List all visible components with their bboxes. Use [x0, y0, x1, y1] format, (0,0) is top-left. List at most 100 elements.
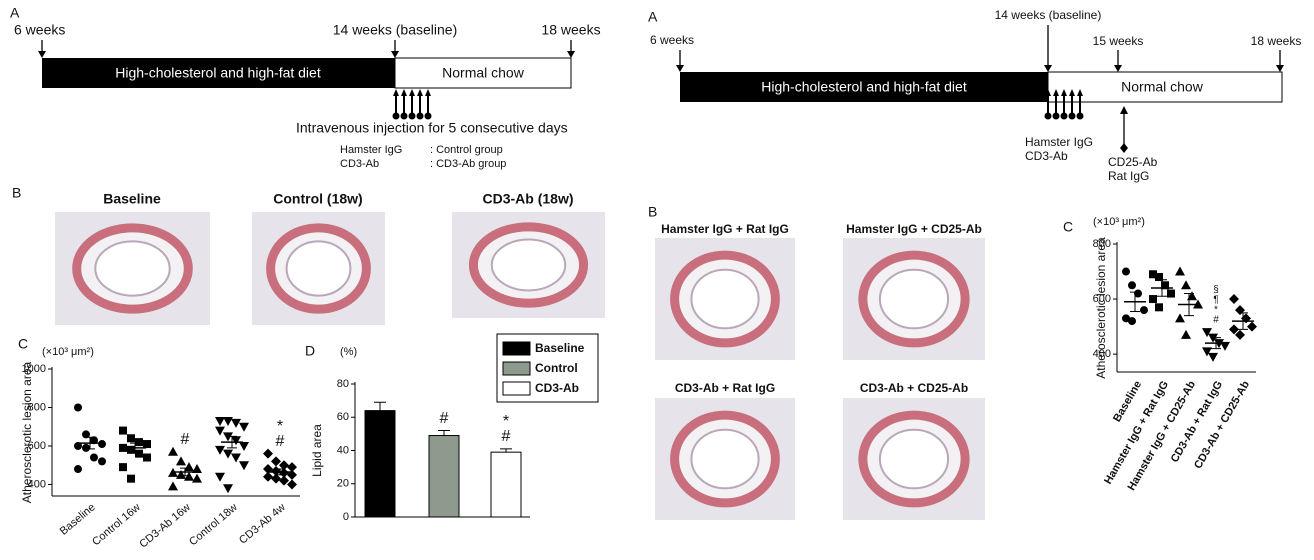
- y-tick-label: 20: [337, 478, 349, 490]
- data-point: [279, 475, 289, 486]
- data-point: [90, 453, 98, 462]
- data-point: [74, 465, 82, 474]
- data-point: [1122, 314, 1130, 323]
- right-histology: B Hamster IgG + Rat IgG Hamster IgG + CD…: [648, 204, 982, 395]
- annotation: #: [276, 433, 285, 450]
- error-bar: [227, 435, 237, 449]
- inj-head: [1077, 89, 1083, 96]
- bar: [364, 410, 396, 518]
- data-point: [1149, 295, 1157, 304]
- data-point: [192, 464, 202, 474]
- data-point: [119, 443, 127, 452]
- data-point: [231, 436, 241, 446]
- chow-bar: [1047, 71, 1283, 103]
- error-bar: [374, 401, 386, 411]
- data-point: [1229, 324, 1239, 335]
- inj-head: [393, 89, 399, 96]
- annotation: ¶: [1213, 295, 1218, 306]
- data-point: [127, 474, 135, 483]
- time-label: 14 weeks (baseline): [995, 8, 1102, 22]
- arrowheads: [676, 65, 1284, 153]
- annotation: #: [1213, 315, 1219, 326]
- error-bar: [1130, 291, 1140, 312]
- image-title: CD3-Ab (18w): [482, 191, 573, 207]
- annotation: *: [1214, 305, 1218, 316]
- diet-bar: [42, 58, 395, 88]
- data-point: [271, 473, 281, 484]
- phase-label: Normal chow: [1121, 79, 1204, 95]
- image-title: Hamster IgG + Rat IgG: [661, 222, 789, 236]
- lumen: [878, 268, 950, 330]
- error-bar: [500, 448, 512, 453]
- y-axis-label: Atherosclerotic lesion area: [1094, 237, 1108, 379]
- data-point: [279, 460, 289, 471]
- panel-label: B: [648, 204, 657, 220]
- data-point: [239, 422, 249, 432]
- panel-label: A: [648, 9, 658, 25]
- legend-swatch: [502, 361, 531, 376]
- data-point: [1229, 294, 1239, 305]
- annotation: *: [503, 413, 509, 430]
- data-point: [239, 441, 249, 451]
- y-tick-label: 0: [343, 511, 349, 523]
- error-bar: [1211, 337, 1221, 350]
- data-point: [231, 453, 241, 463]
- data-point: [1175, 266, 1185, 276]
- inj-dot: [1076, 112, 1084, 120]
- data-point: [263, 471, 273, 482]
- data-point: [287, 479, 297, 490]
- x-tick-label: Control 18w: [187, 501, 240, 548]
- data-point: [279, 467, 289, 478]
- data-point: [143, 453, 151, 462]
- y-tick-label: 600: [1093, 293, 1111, 305]
- inj-dot: [424, 112, 432, 120]
- data-point: [215, 445, 225, 455]
- data-point: [1155, 273, 1163, 282]
- legend-label: Control: [535, 361, 578, 375]
- y-axis-label: Lipid area: [310, 424, 324, 477]
- data-point: [1202, 328, 1212, 338]
- error-bar: [85, 436, 95, 450]
- agent-label: CD3-Ab: [1025, 149, 1068, 163]
- data-point: [1122, 267, 1130, 276]
- data-point: [176, 456, 186, 466]
- data-point: [82, 443, 90, 452]
- y-tick-label: 40: [337, 444, 349, 456]
- data-point: [215, 472, 225, 482]
- panel-label: C: [1063, 219, 1073, 235]
- legend-box: [496, 333, 599, 403]
- y-tick-label: 400: [28, 478, 46, 490]
- y-tick-label: 800: [1093, 238, 1111, 250]
- time-label: 6 weeks: [650, 33, 694, 47]
- error-bar: [1238, 312, 1248, 330]
- data-point: [74, 441, 82, 450]
- group-name: : CD3-Ab group: [430, 158, 506, 170]
- data-point: [1161, 281, 1169, 290]
- annotation: #: [502, 428, 511, 445]
- error-bar: [130, 442, 140, 454]
- data-point: [90, 436, 98, 445]
- y-tick-label: 1000: [22, 363, 46, 375]
- inj-head: [401, 89, 407, 96]
- inj-head: [1069, 89, 1075, 96]
- inj-dot: [408, 112, 416, 120]
- data-point: [1235, 329, 1245, 340]
- data-point: [135, 438, 143, 447]
- image-title: Hamster IgG + CD25-Ab: [846, 222, 982, 236]
- time-label: 15 weeks: [1093, 34, 1144, 48]
- left-timeline: A 6 weeks 14 weeks (baseline) 18 weeks H…: [10, 5, 601, 170]
- lumen: [690, 428, 760, 490]
- data-point: [1247, 321, 1257, 332]
- panel-label: C: [18, 336, 28, 352]
- left-histology: B Baseline Control (18w) CD3-Ab (18w): [12, 185, 574, 207]
- data-point: [223, 416, 233, 426]
- data-point: [287, 462, 297, 473]
- data-point: [239, 461, 249, 471]
- x-tick-label: Baseline: [58, 501, 98, 537]
- data-point: [135, 449, 143, 458]
- inj-head: [1061, 89, 1067, 96]
- data-point: [168, 481, 178, 491]
- annotation: *: [277, 418, 283, 435]
- injection-label: Intravenous injection for 5 consecutive …: [296, 120, 568, 136]
- diet-bar: [680, 72, 1048, 102]
